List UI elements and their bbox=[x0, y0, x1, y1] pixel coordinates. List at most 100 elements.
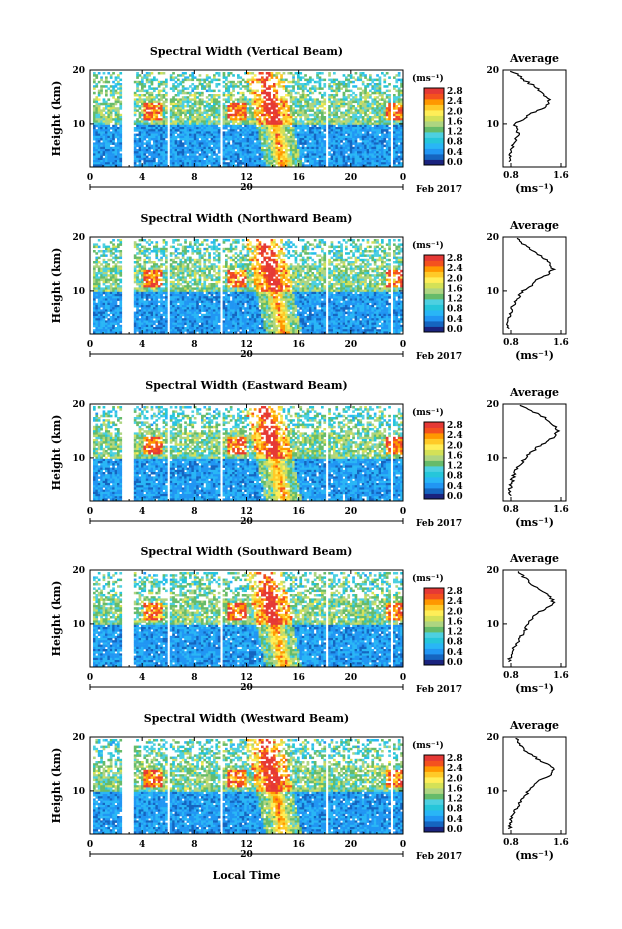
heatmap-cell bbox=[143, 307, 147, 310]
heatmap-cell bbox=[119, 155, 123, 159]
heatmap-cell bbox=[189, 153, 192, 156]
heatmap-cell bbox=[222, 157, 226, 161]
heatmap-cell bbox=[280, 100, 283, 104]
heatmap-cell bbox=[210, 109, 214, 112]
heatmap-cell bbox=[215, 102, 219, 106]
heatmap-cell bbox=[354, 151, 358, 154]
heatmap-cell bbox=[253, 98, 257, 101]
heatmap-cell bbox=[141, 153, 144, 156]
heatmap-cell bbox=[181, 151, 185, 154]
heatmap-cell bbox=[107, 113, 111, 117]
heatmap-cell bbox=[112, 129, 115, 132]
heatmap-cell bbox=[102, 146, 106, 150]
heatmap-cell bbox=[112, 261, 115, 264]
heatmap-cell bbox=[114, 285, 118, 288]
heatmap-cell bbox=[155, 280, 159, 284]
heatmap-cell bbox=[285, 94, 288, 97]
heatmap-cell bbox=[222, 72, 226, 75]
heatmap-cell bbox=[342, 80, 346, 84]
heatmap-cell bbox=[148, 291, 151, 295]
heatmap-cell bbox=[225, 124, 228, 128]
heatmap-cell bbox=[93, 305, 96, 308]
heatmap-cell bbox=[304, 83, 307, 86]
heatmap-cell bbox=[186, 100, 190, 104]
heatmap-cell bbox=[280, 111, 283, 115]
heatmap-cell bbox=[172, 133, 175, 137]
heatmap-cell bbox=[313, 118, 317, 121]
heatmap-cell bbox=[138, 94, 142, 97]
heatmap-cell bbox=[155, 294, 159, 297]
heatmap-cell bbox=[318, 164, 322, 167]
heatmap-cell bbox=[297, 80, 300, 84]
heatmap-cell bbox=[165, 149, 168, 152]
heatmap-cell bbox=[273, 102, 276, 106]
heatmap-cell bbox=[287, 144, 291, 148]
heatmap-cell bbox=[321, 133, 324, 137]
heatmap-cell bbox=[191, 89, 195, 93]
heatmap-cell bbox=[299, 160, 303, 163]
heatmap-cell bbox=[112, 274, 115, 277]
heatmap-cell bbox=[181, 155, 185, 159]
heatmap-cell bbox=[239, 98, 243, 101]
heatmap-cell bbox=[172, 89, 175, 93]
heatmap-cell bbox=[234, 83, 238, 86]
heatmap-cell bbox=[340, 80, 343, 84]
heatmap-cell bbox=[93, 72, 96, 75]
heatmap-cell bbox=[359, 100, 363, 104]
heatmap-cell bbox=[196, 131, 199, 134]
heatmap-cell bbox=[189, 133, 192, 137]
heatmap-cell bbox=[102, 311, 106, 315]
heatmap-cell bbox=[282, 129, 286, 132]
heatmap-cell bbox=[117, 122, 120, 126]
heatmap-cell bbox=[138, 116, 142, 119]
heatmap-cell bbox=[201, 83, 204, 86]
heatmap-cell bbox=[133, 287, 137, 290]
heatmap-cell bbox=[138, 122, 142, 126]
heatmap-cell bbox=[153, 153, 156, 156]
heatmap-cell bbox=[333, 105, 336, 108]
heatmap-cell bbox=[157, 267, 161, 271]
heatmap-cell bbox=[105, 250, 108, 253]
heatmap-cell bbox=[150, 296, 154, 299]
heatmap-cell bbox=[95, 245, 99, 249]
heatmap-cell bbox=[261, 124, 264, 128]
heatmap-cell bbox=[400, 124, 403, 128]
heatmap-cell bbox=[205, 96, 209, 99]
heatmap-cell bbox=[205, 129, 209, 132]
heatmap-cell bbox=[328, 151, 331, 154]
heatmap-cell bbox=[337, 89, 341, 93]
heatmap-cell bbox=[112, 91, 115, 95]
heatmap-cell bbox=[93, 87, 96, 90]
heatmap-cell bbox=[237, 109, 240, 112]
heatmap-cell bbox=[328, 105, 331, 108]
heatmap-cell bbox=[148, 327, 151, 330]
heatmap-cell bbox=[263, 144, 267, 148]
heatmap-cell bbox=[328, 135, 331, 139]
heatmap-cell bbox=[397, 164, 401, 167]
heatmap-cell bbox=[301, 155, 305, 159]
heatmap-cell bbox=[217, 116, 221, 119]
heatmap-cell bbox=[258, 96, 262, 99]
heatmap-cell bbox=[143, 109, 147, 112]
heatmap-cell bbox=[210, 155, 214, 159]
heatmap-cell bbox=[282, 162, 286, 165]
heatmap-cell bbox=[141, 309, 144, 312]
heatmap-cell bbox=[138, 309, 142, 312]
heatmap-cell bbox=[191, 153, 195, 156]
heatmap-cell bbox=[141, 94, 144, 97]
heatmap-cell bbox=[316, 109, 319, 112]
heatmap-cell bbox=[357, 120, 360, 123]
heatmap-cell bbox=[335, 102, 339, 106]
heatmap-cell bbox=[364, 91, 367, 95]
heatmap-cell bbox=[186, 96, 190, 99]
heatmap-cell bbox=[105, 311, 108, 315]
heatmap-cell bbox=[179, 122, 183, 126]
heatmap-cell bbox=[282, 164, 286, 167]
heatmap-cell bbox=[258, 129, 262, 132]
heatmap-cell bbox=[217, 129, 221, 132]
heatmap-cell bbox=[109, 76, 113, 79]
heatmap-cell bbox=[323, 83, 327, 86]
heatmap-cell bbox=[234, 160, 238, 163]
heatmap-cell bbox=[93, 278, 96, 282]
heatmap-cell bbox=[333, 83, 336, 86]
